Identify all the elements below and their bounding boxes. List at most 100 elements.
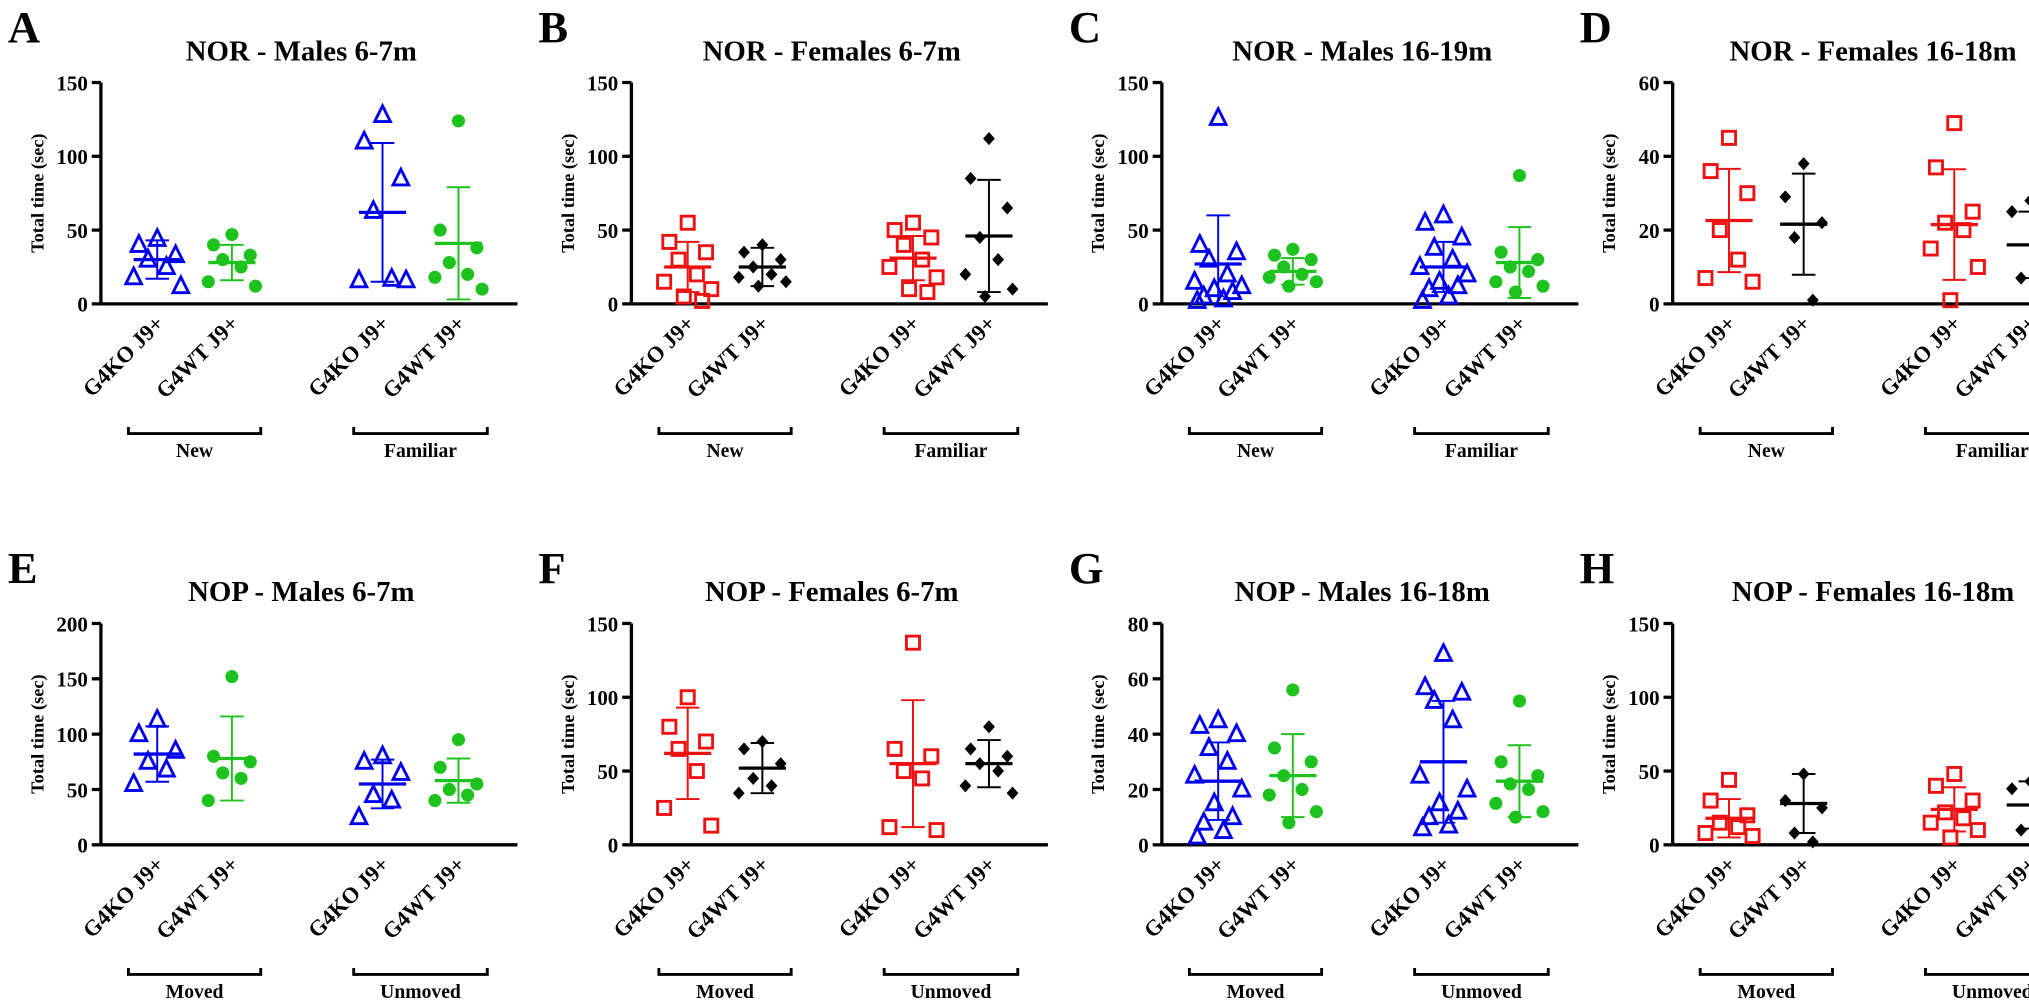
point <box>1739 185 1756 202</box>
point <box>1964 792 1981 809</box>
point <box>207 238 221 252</box>
point <box>1267 248 1282 262</box>
y-tick-label: 100 <box>587 145 618 169</box>
point <box>738 245 750 259</box>
point <box>1447 799 1469 820</box>
x-tick-label: G4WT J9+ <box>908 852 1000 944</box>
condition-label: Unmoved <box>1441 981 1522 1002</box>
panel: D NOR - Females 16-18m Total time (sec) 0 20… <box>1580 2 2029 462</box>
point <box>1927 777 1944 794</box>
point <box>1213 287 1234 308</box>
y-tick-label: 0 <box>1138 293 1148 317</box>
x-tick-label: G4WT J9+ <box>908 311 1000 403</box>
y-tick-label: 40 <box>1128 723 1149 747</box>
point <box>756 734 769 749</box>
x-tick-label: G4WT J9+ <box>1438 852 1530 944</box>
condition-bracket <box>1698 967 1834 976</box>
y-tick-label: 0 <box>1649 834 1659 858</box>
condition-bracket <box>352 967 489 976</box>
point <box>698 244 715 261</box>
y-tick-label: 100 <box>587 686 618 710</box>
condition-label: Familiar <box>914 440 987 462</box>
point <box>1806 835 1819 849</box>
point <box>147 707 168 728</box>
point <box>1198 735 1220 756</box>
point <box>234 771 248 785</box>
point <box>1304 253 1318 267</box>
y-tick-label: 100 <box>1117 145 1148 169</box>
point <box>2024 195 2029 206</box>
panel: G NOP - Males 16-18m Total time (sec) 0 20 40… <box>1069 543 1579 1002</box>
point <box>895 763 912 780</box>
point <box>363 198 384 219</box>
point <box>895 236 912 253</box>
point <box>165 738 186 759</box>
point <box>372 102 393 123</box>
condition-label: New <box>176 440 214 462</box>
chart-title: NOP - Males 6-7m <box>188 576 414 608</box>
condition-bracket <box>882 426 1020 435</box>
point <box>381 266 402 287</box>
point <box>919 284 936 301</box>
x-tick-label: G4WT J9+ <box>378 311 470 403</box>
point <box>747 771 760 785</box>
point <box>670 251 687 268</box>
point <box>156 254 177 275</box>
point <box>363 782 384 804</box>
point <box>688 266 705 283</box>
point <box>1489 796 1503 810</box>
condition-label: New <box>1748 440 1786 462</box>
point <box>1942 292 1959 309</box>
point <box>348 267 370 289</box>
point <box>1222 804 1243 826</box>
y-tick-label: 0 <box>77 293 87 317</box>
panel-letter: B <box>538 2 568 52</box>
point <box>959 267 972 281</box>
y-axis-label: Total time (sec) <box>1599 133 1620 252</box>
y-tick-label: 20 <box>1639 219 1660 243</box>
condition-label: Familiar <box>1445 440 1518 462</box>
point <box>1418 276 1440 298</box>
point <box>1697 825 1714 842</box>
point <box>1512 694 1526 708</box>
y-tick-label: 150 <box>1628 612 1659 636</box>
point <box>901 281 918 298</box>
point <box>1204 790 1225 812</box>
point <box>1536 805 1550 819</box>
point <box>1207 105 1229 126</box>
point <box>428 794 442 808</box>
point <box>914 770 931 787</box>
point <box>698 733 715 750</box>
x-tick-label: G4WT J9+ <box>378 852 470 944</box>
panel-letter: G <box>1069 543 1104 593</box>
point <box>1697 270 1714 287</box>
point <box>774 253 787 267</box>
point <box>959 779 972 793</box>
point <box>1442 247 1463 268</box>
panel-letter: A <box>8 2 40 52</box>
point <box>170 273 191 295</box>
point <box>1226 721 1247 743</box>
condition-label: Moved <box>166 981 224 1002</box>
point <box>1262 270 1276 284</box>
point <box>348 804 370 826</box>
point <box>1187 288 1208 309</box>
point <box>1414 674 1436 696</box>
chart-title: NOP - Females 16-18m <box>1732 576 2014 608</box>
point <box>2006 205 2018 219</box>
point <box>1226 239 1247 261</box>
panel-letter: C <box>1069 2 1101 52</box>
point <box>243 248 257 262</box>
point <box>1946 765 1963 782</box>
point <box>451 733 466 747</box>
y-axis-label: Total time (sec) <box>558 133 579 252</box>
point <box>1442 707 1463 729</box>
point <box>1955 810 1972 827</box>
point <box>1739 807 1756 824</box>
chart-title: NOR - Females 16-18m <box>1730 35 2017 67</box>
point <box>694 292 711 309</box>
point <box>1503 777 1517 791</box>
point <box>661 233 678 250</box>
y-tick-label: 150 <box>587 612 618 636</box>
